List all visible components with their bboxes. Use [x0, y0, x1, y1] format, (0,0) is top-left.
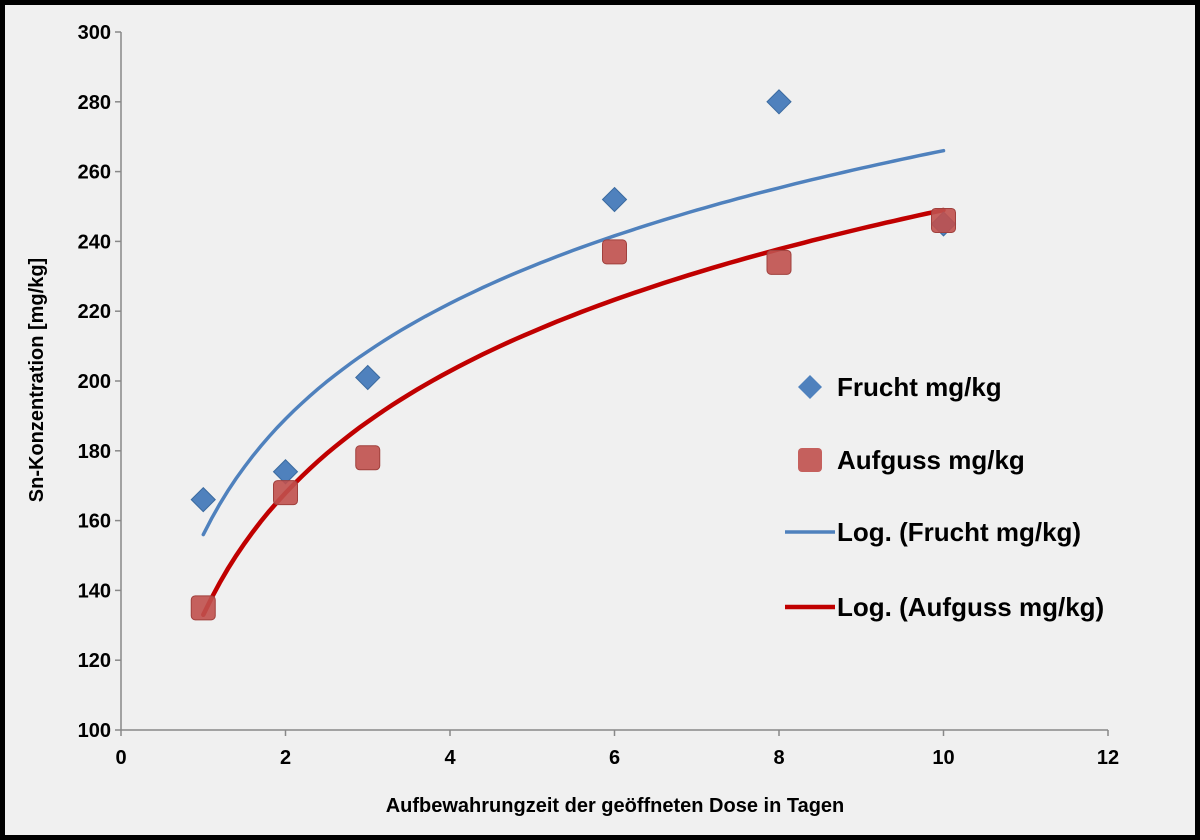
chart-frame: 100 120 140 160 180 200 220 240 260 280 300 0 2 4 6 8 10…: [5, 5, 1195, 835]
x-tick-label: 10: [932, 747, 954, 769]
x-tick-label: 4: [444, 747, 456, 769]
legend-label: Log. (Frucht mg/kg): [837, 517, 1081, 547]
tick-labels: 100 120 140 160 180 200 220 240 260 280 300 0 2 4 6 8 10…: [78, 22, 1120, 769]
legend-marker-aufguss: [798, 448, 822, 472]
trendline-frucht: [201, 148, 946, 537]
y-axis-title: Sn-Konzentration [mg/kg]: [26, 258, 48, 502]
frucht-point: [190, 486, 216, 513]
y-tick-label: 160: [78, 511, 111, 533]
x-tick-label: 8: [773, 747, 784, 769]
aufguss-point: [931, 207, 956, 233]
y-tick-label: 200: [78, 371, 111, 393]
x-tick-label: 2: [280, 747, 291, 769]
axes: [115, 31, 1109, 736]
frucht-point: [766, 89, 792, 115]
legend-marker-frucht: [798, 375, 822, 399]
trendlines: [201, 148, 946, 618]
y-tick-label: 220: [78, 301, 111, 323]
y-tick-label: 120: [78, 650, 111, 672]
legend-label: Aufguss mg/kg: [837, 445, 1025, 475]
frucht-point: [272, 459, 299, 485]
frucht-point: [355, 364, 381, 391]
chart-svg: 100 120 140 160 180 200 220 240 260 280 300 0 2 4 6 8 10…: [26, 22, 1120, 817]
y-tick-label: 100: [78, 720, 111, 742]
aufguss-point: [190, 595, 216, 621]
x-tick-label: 12: [1097, 747, 1119, 769]
x-tick-label: 0: [115, 747, 126, 769]
aufguss-point: [273, 480, 298, 506]
legend-label: Log. (Aufguss mg/kg): [837, 592, 1104, 622]
frucht-point: [601, 186, 628, 213]
x-tick-label: 6: [609, 747, 620, 769]
y-tick-label: 240: [78, 231, 111, 253]
x-axis-title: Aufbewahrungzeit der geöffneten Dose in …: [386, 795, 845, 817]
trendline-aufguss: [201, 207, 946, 618]
y-tick-label: 180: [78, 441, 111, 463]
legend: Frucht mg/kg Aufguss mg/kg Log. (Frucht mg…: [785, 372, 1104, 622]
y-tick-label: 140: [78, 580, 111, 602]
data-points: [190, 89, 957, 621]
aufguss-point: [766, 249, 792, 275]
y-tick-label: 300: [78, 22, 111, 44]
y-tick-label: 260: [78, 162, 111, 184]
legend-label: Frucht mg/kg: [837, 372, 1002, 402]
aufguss-point: [355, 445, 381, 471]
y-tick-label: 280: [78, 92, 111, 114]
aufguss-point: [602, 239, 627, 265]
